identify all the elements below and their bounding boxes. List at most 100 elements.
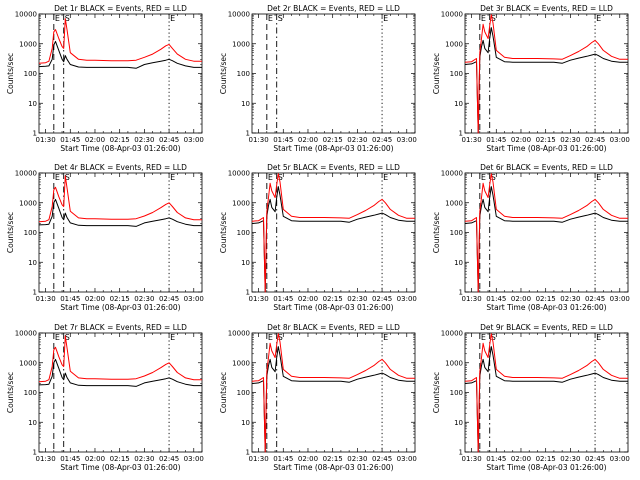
y-tick-label: 100: [24, 389, 37, 397]
time-marker-label: S: [278, 14, 283, 23]
y-tick-label: 1000: [19, 359, 37, 367]
time-marker-label: S: [278, 173, 283, 182]
y-tick-label: 1000: [19, 40, 37, 48]
x-tick-label: 02:45: [159, 295, 179, 303]
x-tick-label: 01:45: [273, 295, 293, 303]
x-tick-label: 01:30: [461, 295, 481, 303]
x-tick-label: 02:45: [159, 136, 179, 144]
events-series-line: [38, 40, 202, 69]
x-tick-label: 01:45: [60, 295, 80, 303]
y-tick-label: 10: [28, 419, 37, 427]
panel-det-8r: Det 8r BLACK = Events, RED = LLD 01:30 01:…: [219, 323, 417, 472]
y-tick-label: 1000: [445, 40, 463, 48]
y-tick-label: 10: [241, 259, 250, 267]
time-marker-label: E: [170, 14, 175, 23]
x-tick-label: 02:45: [585, 136, 605, 144]
y-tick-label: 10: [28, 100, 37, 108]
time-marker-label: S: [491, 14, 496, 23]
time-marker-label: E: [596, 333, 601, 342]
y-axis-label: Counts/sec: [432, 212, 441, 253]
y-axis-label: Counts/sec: [432, 372, 441, 413]
x-tick-label: 01:45: [273, 136, 293, 144]
y-axis-label: Counts/sec: [219, 372, 228, 413]
x-tick-label: 02:45: [372, 295, 392, 303]
x-tick-label: 01:30: [35, 455, 55, 463]
x-tick-label: 02:45: [585, 295, 605, 303]
x-tick-label: 01:30: [461, 136, 481, 144]
time-marker-label: S: [65, 333, 70, 342]
panel-title: Det 4r BLACK = Events, RED = LLD: [54, 163, 187, 172]
y-tick-label: 1000: [232, 40, 250, 48]
x-tick-label: 02:00: [511, 455, 531, 463]
x-tick-label: 03:00: [610, 455, 630, 463]
y-tick-label: 10000: [15, 330, 37, 338]
x-tick-label: 01:30: [461, 455, 481, 463]
x-tick-label: 03:00: [184, 455, 204, 463]
x-tick-label: 02:30: [560, 136, 580, 144]
y-tick-label: 10000: [15, 11, 37, 19]
time-marker-label: S: [65, 14, 70, 23]
x-tick-label: 03:00: [184, 295, 204, 303]
panel-det-7r: Det 7r BLACK = Events, RED = LLD 01:30 01:…: [6, 323, 204, 472]
x-axis-label: Start Time (08-Apr-03 01:26:00): [273, 144, 393, 153]
time-marker-label: E: [55, 173, 60, 182]
x-tick-label: 01:30: [35, 295, 55, 303]
y-tick-label: 100: [450, 70, 463, 78]
time-marker-label: S: [278, 333, 283, 342]
y-tick-label: 1: [246, 130, 250, 138]
x-tick-label: 03:00: [184, 136, 204, 144]
y-tick-label: 1: [459, 289, 463, 297]
time-marker-label: E: [170, 333, 175, 342]
events-series-line: [251, 186, 415, 293]
panel-title: Det 9r BLACK = Events, RED = LLD: [480, 323, 613, 332]
y-tick-label: 1000: [445, 199, 463, 207]
y-tick-label: 10: [241, 100, 250, 108]
x-tick-label: 01:30: [35, 136, 55, 144]
x-tick-label: 02:00: [511, 136, 531, 144]
x-tick-label: 01:45: [486, 295, 506, 303]
lld-series-line: [38, 335, 202, 383]
y-tick-label: 10000: [441, 330, 463, 338]
x-tick-label: 01:45: [60, 455, 80, 463]
time-marker-label: E: [383, 173, 388, 182]
lld-series-line: [464, 14, 628, 134]
panel-det-1r: Det 1r BLACK = Events, RED = LLD 01:30 01:…: [6, 4, 204, 153]
x-axis-label: Start Time (08-Apr-03 01:26:00): [60, 303, 180, 312]
time-marker-label: S: [65, 173, 70, 182]
x-tick-label: 02:15: [536, 455, 556, 463]
y-tick-label: 100: [24, 70, 37, 78]
x-tick-label: 02:00: [85, 455, 105, 463]
x-tick-label: 02:45: [159, 455, 179, 463]
x-tick-label: 01:45: [486, 455, 506, 463]
x-tick-label: 01:45: [486, 136, 506, 144]
y-tick-label: 10000: [441, 170, 463, 178]
x-tick-label: 02:00: [298, 295, 318, 303]
lld-series-line: [251, 173, 415, 293]
events-series-line: [38, 198, 202, 227]
y-tick-label: 100: [237, 229, 250, 237]
time-marker-label: E: [481, 333, 486, 342]
time-marker-label: E: [170, 173, 175, 182]
y-tick-label: 1: [246, 289, 250, 297]
x-tick-label: 02:00: [85, 136, 105, 144]
x-axis-label: Start Time (08-Apr-03 01:26:00): [60, 144, 180, 153]
x-tick-label: 02:00: [511, 295, 531, 303]
panel-title: Det 8r BLACK = Events, RED = LLD: [267, 323, 400, 332]
lld-series-line: [38, 18, 202, 64]
y-tick-label: 100: [450, 389, 463, 397]
x-tick-label: 03:00: [610, 295, 630, 303]
time-marker-label: S: [491, 333, 496, 342]
y-tick-label: 1: [459, 130, 463, 138]
x-tick-label: 02:00: [298, 136, 318, 144]
y-tick-label: 10000: [441, 11, 463, 19]
x-tick-label: 01:45: [273, 455, 293, 463]
panel-title: Det 1r BLACK = Events, RED = LLD: [54, 4, 187, 13]
time-marker-label: E: [268, 14, 273, 23]
time-marker-label: E: [383, 333, 388, 342]
panel-title: Det 7r BLACK = Events, RED = LLD: [54, 323, 187, 332]
y-tick-label: 10: [454, 419, 463, 427]
y-tick-label: 10: [241, 419, 250, 427]
y-tick-label: 10000: [15, 170, 37, 178]
y-tick-label: 1: [33, 130, 37, 138]
